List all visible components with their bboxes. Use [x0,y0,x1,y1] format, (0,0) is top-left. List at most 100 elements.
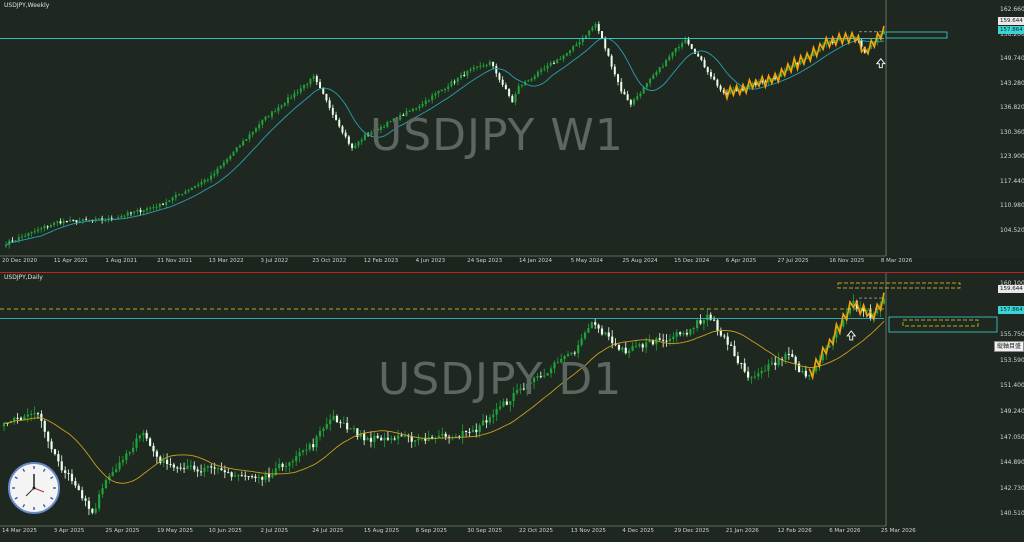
candle-body [23,416,26,420]
candle-body [322,428,325,431]
candle-body [563,355,566,359]
candle-body [575,44,578,47]
candle-body [787,353,790,355]
candle-body [475,429,478,433]
lower-zone-box [902,319,979,327]
candle-body [485,64,488,66]
candle-body [736,356,739,363]
candle-body [754,83,757,85]
candle-body [85,219,88,221]
candle-body [165,202,168,205]
candle-body [187,189,190,192]
candle-body [111,472,114,476]
candle-body [194,185,197,188]
candle-body [865,310,869,312]
time-axis-label: 8 Sep 2025 [415,528,447,534]
up-arrow-icon [846,330,857,341]
daily-chart-panel[interactable]: USDJPY,Daily USDJPY D1 160.100 157.864 155… [0,272,1024,542]
time-axis-label: 15 Dec 2024 [674,258,710,264]
candle-body [501,79,504,85]
candle-body [520,85,523,87]
candle-body [318,430,322,437]
candle-body [17,237,20,241]
candle-body [168,200,171,203]
candle-body [230,472,233,477]
candle-body [444,433,447,437]
daily-chart-canvas[interactable] [0,272,1024,542]
candle-body [264,116,267,120]
candle-body [560,358,563,363]
clock-tick [22,504,26,508]
candle-body [815,51,818,53]
candle-body [152,207,155,209]
candle-body [546,65,549,69]
candle-body [417,438,420,441]
candle-body [339,422,342,424]
candle-body [799,60,802,65]
candle-body [556,59,559,64]
candle-body [352,428,356,430]
candle-body [488,417,491,423]
candle-body [288,462,291,466]
time-axis-label: 24 Jul 2025 [312,528,344,534]
candle-body [347,136,350,144]
candle-body [638,344,641,346]
candle-body [179,467,182,469]
candle-body [767,80,770,82]
candle-body [162,459,165,463]
candle-body [709,72,712,77]
candle-body [743,363,746,372]
zigzag-line [723,25,885,102]
candle-body [37,229,40,232]
candle-body [431,95,434,101]
candle-body [629,100,632,105]
time-axis-label: 12 Feb 2023 [363,258,399,264]
candle-body [665,59,668,67]
candle-body [139,210,142,212]
vertical-scale-button[interactable]: 縦軸目盛 [994,341,1024,352]
candle-body [291,461,294,463]
candle-body [732,90,735,92]
candle-body [43,420,46,432]
candle-body [672,336,675,339]
candle-body [319,82,322,89]
candle-body [261,477,264,480]
candle-body [692,328,695,330]
candle-body [354,145,357,148]
candle-body [570,352,573,355]
candle-body [434,93,437,96]
candle-body [64,470,67,473]
candle-body [206,466,209,468]
candle-body [248,134,251,140]
candle-body [237,475,240,477]
candle-body [543,375,546,377]
candle-body [135,438,138,448]
price-axis-label: 110.980 [1000,202,1024,209]
weekly-chart-panel[interactable]: USDJPY,Weekly USDJPY W1 162.660 156.200 14… [0,0,1024,264]
candle-body [216,468,220,470]
candle-body [566,354,570,356]
candle-body [216,168,219,174]
candle-body [400,435,403,437]
candle-body [189,465,192,467]
candle-body [774,78,777,80]
candle-body [57,454,60,462]
candle-body [244,475,247,477]
candle-body [454,436,457,438]
candle-body [665,340,668,342]
candle-body [203,467,206,472]
candle-body [399,114,402,120]
candle-body [456,77,459,82]
weekly-chart-canvas[interactable] [0,0,1024,258]
candle-body [719,330,723,336]
candle-body [290,97,293,99]
clock-face-icon [12,466,56,510]
candle-body [286,97,289,104]
candle-body [674,47,677,53]
candle-body [450,81,453,87]
moving-average-line [5,37,885,246]
price-axis-label: 147.050 [1000,433,1024,441]
candle-body [190,187,193,190]
candle-body [126,212,129,216]
candle-body [155,207,158,209]
